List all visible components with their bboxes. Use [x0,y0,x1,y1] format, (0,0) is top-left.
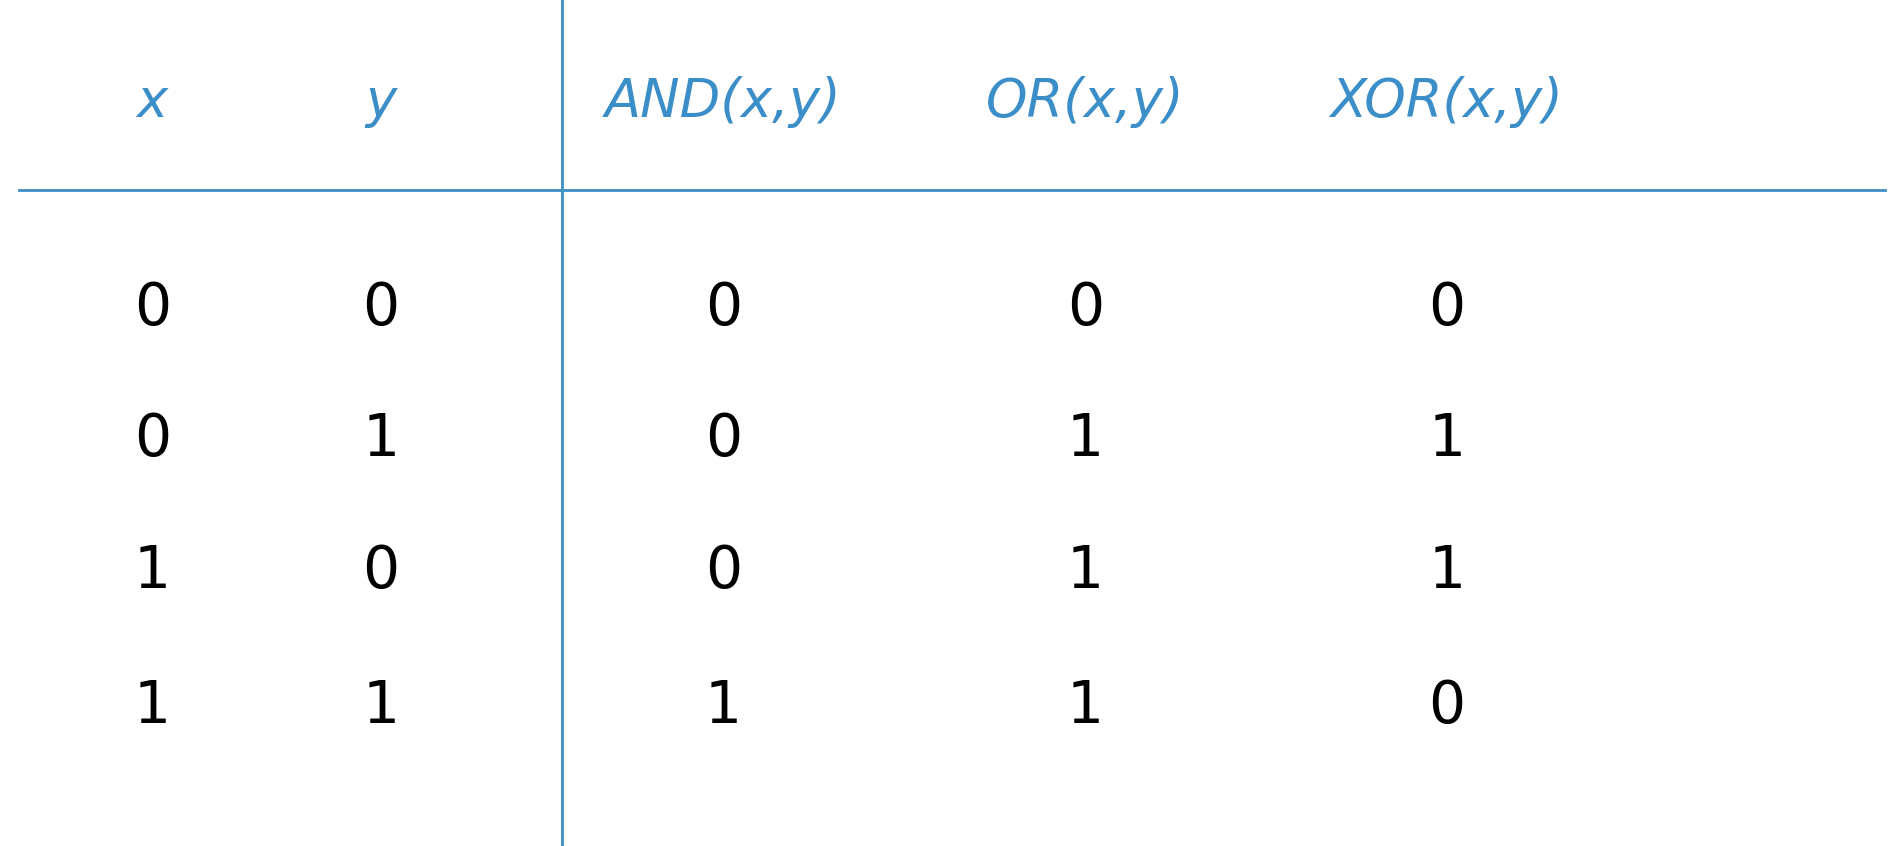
Text: y: y [366,75,396,128]
Text: 0: 0 [362,542,400,600]
Text: XOR(x,y): XOR(x,y) [1331,75,1563,128]
Text: AND(x,y): AND(x,y) [605,75,842,128]
Text: 1: 1 [1428,542,1466,600]
Text: 0: 0 [704,542,743,600]
Text: 0: 0 [1066,280,1104,338]
Text: 1: 1 [1066,678,1104,735]
Text: 0: 0 [704,280,743,338]
Text: 0: 0 [133,411,171,469]
Text: 1: 1 [362,411,400,469]
Text: 1: 1 [1066,542,1104,600]
Text: 1: 1 [1066,411,1104,469]
Text: 1: 1 [133,542,171,600]
Text: OR(x,y): OR(x,y) [986,75,1184,128]
Text: 1: 1 [362,678,400,735]
Text: 1: 1 [133,678,171,735]
Text: 0: 0 [362,280,400,338]
Text: 1: 1 [704,678,743,735]
Text: x: x [137,75,168,128]
Text: 0: 0 [1428,280,1466,338]
Text: 0: 0 [1428,678,1466,735]
Text: 0: 0 [133,280,171,338]
Text: 0: 0 [704,411,743,469]
Text: 1: 1 [1428,411,1466,469]
